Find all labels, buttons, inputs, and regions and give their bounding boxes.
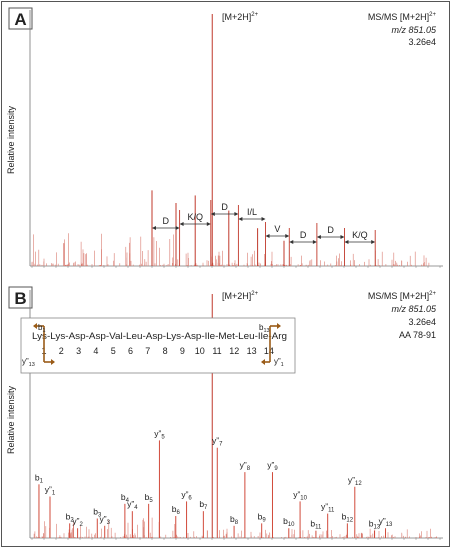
ion-label: b13 [369,519,381,531]
panel-b-precursor-label: [M+2H]2+ [222,291,259,301]
ion-label: b6 [172,504,181,516]
sequence-position: 8 [163,346,168,356]
ion-label: b1 [35,472,44,484]
ion-label: y”1 [45,485,56,497]
arrow-head [175,226,180,230]
ion-label: y”5 [154,428,165,440]
panel-a-annotations: D K/Q D I/L V D D K/Q [151,200,376,266]
ion-label-b1-seq: b1 [38,323,46,334]
arrow-head [265,234,270,238]
ion-label: b9 [258,511,267,523]
ion-label: y”3 [100,514,111,526]
panel-b-letter: B [14,289,26,308]
panel-a-info-mz: m/z 851.05 [391,25,437,35]
arrow-head [344,240,349,244]
annotation-label: K/Q [352,230,368,240]
arrow-head [234,212,239,216]
panel-a-x-ticks [31,266,441,268]
sequence-position: 11 [212,346,221,356]
annotation-label: D [221,202,228,212]
panel-b: B Relative intensity b1y”1b2y”2b3y”3b4y”… [6,286,443,540]
ion-label: b5 [145,492,154,504]
panel-a-info-title: MS/MS [M+2H]2+ [368,12,437,22]
ion-label: b4 [121,492,130,504]
ion-label-y1-seq: y”1 [274,357,284,368]
arrow-head [371,240,376,244]
ion-label: b3 [93,506,102,518]
arrow-head [152,226,156,230]
sequence-position: 3 [76,346,81,356]
arrow-head [238,217,243,221]
panel-b-info-range: AA 78-91 [399,330,436,340]
sequence-position: 6 [128,346,133,356]
peptide-sequence: Lys-Lys-Asp-Asp-Val-Leu-Asp-Lys-Asp-Ile-… [32,331,287,341]
panel-a-noise-peaks [31,233,430,266]
arrow-head [340,235,345,239]
ion-label: b2 [66,511,75,523]
panel-b-x-ticks [31,538,441,540]
annotation-label: D [163,216,170,226]
panel-a-letter: A [14,10,26,29]
annotation-label: V [274,224,280,234]
annotation-label: D [300,230,307,240]
arrow-head [285,234,290,238]
panel-a-info-intensity: 3.26e4 [408,37,436,47]
sequence-position: 9 [180,346,185,356]
sequence-position: 2 [59,346,64,356]
ion-label: b12 [342,511,354,523]
arrow-head [206,222,211,226]
panel-b-info-title: MS/MS [M+2H]2+ [368,291,437,301]
annotation-label: K/Q [187,212,203,222]
sequence-inset-box [20,317,296,374]
panel-a-ylabel: Relative intensity [6,105,16,174]
ion-label: y”9 [267,460,278,472]
arrow-head [289,240,294,244]
panel-a-precursor-label: [M+2H]2+ [222,12,259,22]
annotation-label: I/L [247,207,257,217]
ion-label: y”4 [127,499,138,511]
ion-label: y”13 [379,516,393,528]
ion-label: y”6 [181,489,192,501]
ion-label: b11 [310,519,322,531]
sequence-position: 5 [111,346,116,356]
sequence-position: 13 [247,346,257,356]
panel-b-info-mz: m/z 851.05 [391,304,437,314]
ion-label: y”2 [72,516,83,528]
panel-b-letter-box [8,286,33,309]
sequence-position: 4 [93,346,98,356]
arrow-head [179,222,184,226]
ion-label: b7 [199,499,208,511]
ion-label: y”11 [321,502,335,514]
arrow-head [312,240,317,244]
panel-a-letter-box [8,7,33,30]
bracket-b1-y13 [33,323,55,365]
ion-label: b10 [283,516,295,528]
arrow-head [261,217,266,221]
ion-label: y”10 [293,489,307,501]
sequence-position: 14 [264,346,274,356]
ion-label: y”8 [240,460,251,472]
sequence-position: 12 [229,346,239,356]
ion-label: y”7 [212,436,223,448]
ion-label: b8 [230,514,239,526]
panel-b-info-intensity: 3.26e4 [408,317,436,327]
panel-b-ion-labels: b1y”1 b2y”2 b3y”3 b4y”4 b5 y”5 b6y”6 b7 y”7 b8 y”8… [35,428,393,530]
panel-b-ylabel: Relative intensity [6,385,16,454]
panel-a: A Relative intensity D K/Q D I/L V D D K/Q [M+2… [6,7,443,268]
ion-label-b13-seq: b13 [259,323,270,334]
arrow-head [316,235,321,239]
annotation-label: D [327,225,334,235]
sequence-position: 7 [145,346,150,356]
bracket-b13-y1 [261,323,281,365]
sequence-position: 10 [195,346,205,356]
ion-label-y13-seq: y”13 [22,357,35,368]
ion-label: y”12 [348,475,362,487]
arrow-head [210,212,215,216]
sequence-inset: Lys-Lys-Asp-Asp-Val-Leu-Asp-Lys-Asp-Ile-… [20,317,296,374]
